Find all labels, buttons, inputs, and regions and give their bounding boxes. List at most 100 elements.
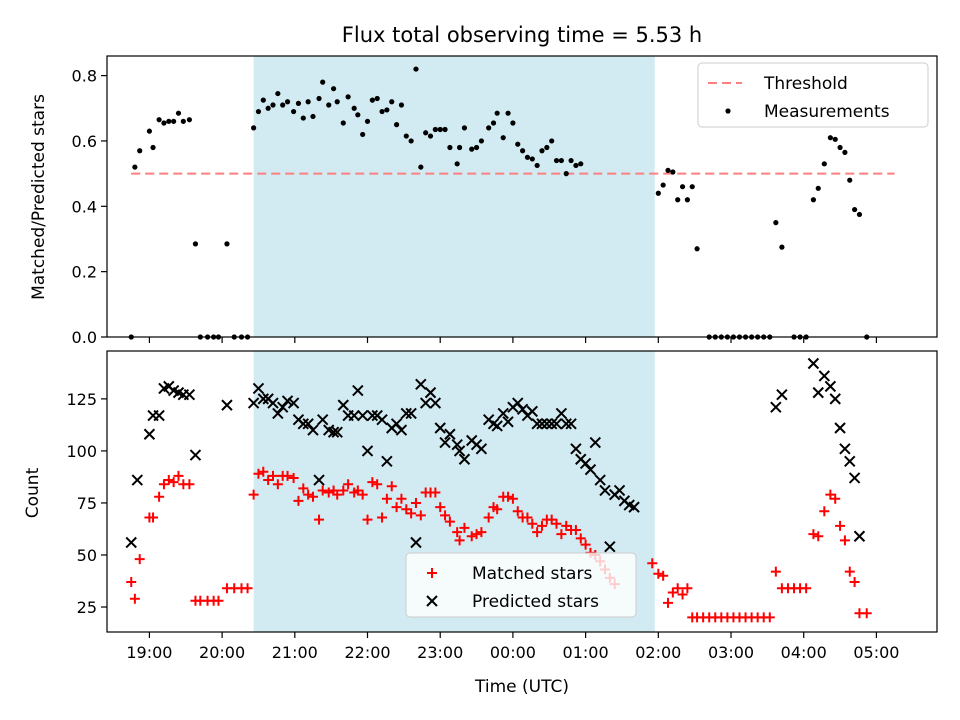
measurement-point [290, 108, 297, 115]
x-tick-label: 21:00 [272, 643, 318, 662]
predicted-stars-point [589, 436, 602, 449]
measurement-point [369, 97, 375, 103]
predicted-stars-point [475, 443, 488, 455]
measurement-point [494, 110, 500, 116]
predicted-stars-point [410, 536, 422, 549]
measurement-point [578, 161, 584, 167]
x-tick-label: 03:00 [708, 643, 754, 662]
predicted-stars-point [247, 397, 260, 409]
bottom-y-tick-label: 75 [77, 494, 97, 513]
predicted-stars-point [824, 380, 837, 393]
matched-stars-point [556, 529, 567, 540]
predicted-stars-point [281, 395, 294, 407]
measurement-point [270, 102, 276, 108]
measurement-point [454, 161, 460, 167]
predicted-stars-point [453, 445, 466, 457]
measurement-point [461, 125, 468, 131]
measurement-point [275, 90, 281, 97]
measurement-point [284, 99, 291, 105]
top-y-tick-label: 0.4 [72, 197, 97, 216]
matched-stars-point [459, 522, 470, 533]
measurement-point [316, 95, 322, 102]
predicted-stars-point [555, 407, 568, 420]
matched-stars-point [452, 527, 463, 538]
measurement-point [558, 157, 564, 164]
predicted-stars-point [853, 530, 866, 542]
matched-stars-point [532, 527, 543, 538]
matched-stars-point [770, 566, 781, 577]
measurement-point [432, 126, 438, 133]
measurement-point [529, 156, 535, 162]
measurement-point [665, 167, 671, 173]
legend-measurement-swatch [725, 108, 731, 114]
matched-stars-point [658, 570, 669, 581]
predicted-stars-point [541, 418, 553, 430]
measurement-point [553, 157, 560, 164]
predicted-stars-point [189, 449, 202, 461]
predicted-stars-point [770, 401, 782, 413]
bottom-series-1 [125, 357, 866, 553]
measurement-point [330, 86, 337, 92]
matched-stars-point [406, 508, 417, 519]
matched-stars-point [536, 520, 547, 531]
matched-stars-point [672, 583, 683, 594]
predicted-stars-point [424, 386, 437, 399]
measurement-point [334, 99, 340, 105]
matched-stars-point [282, 470, 293, 481]
matched-stars-point [570, 525, 581, 536]
predicted-stars-point [844, 455, 856, 468]
bottom-axes-frame [106, 350, 938, 633]
predicted-stars-point [429, 397, 442, 409]
measurement-point [842, 149, 848, 155]
measurement-point [423, 130, 429, 136]
predicted-stars-point [125, 536, 137, 549]
measurement-point [473, 144, 480, 151]
predicted-stars-point [313, 474, 325, 486]
measurement-point [684, 197, 690, 203]
measurement-point [679, 184, 686, 190]
top-panel: 0.0 0.2 0.4 0.6 0.8 Threshold Measurements [72, 55, 938, 347]
matched-stars-point [813, 531, 824, 542]
top-y-tick-label: 0.0 [72, 328, 97, 347]
matched-stars-point [466, 531, 477, 542]
matched-stars-point [396, 493, 407, 504]
top-y-tick-label: 0.6 [72, 132, 97, 151]
predicted-stars-point [604, 540, 616, 553]
matched-stars-point [134, 554, 145, 565]
top-y-tick-label: 0.2 [72, 263, 97, 282]
legend-predicted-swatch [426, 595, 438, 607]
measurement-point [156, 117, 162, 123]
measurement-point [340, 120, 346, 126]
matched-stars-point [507, 493, 518, 504]
matched-stars-point [362, 514, 373, 525]
predicted-stars-point [613, 484, 626, 497]
matched-stars-point [298, 483, 309, 494]
measurement-point [186, 117, 192, 123]
predicted-stars-point [221, 399, 233, 411]
matched-stars-point [512, 506, 523, 517]
predicted-stars-point [366, 409, 379, 422]
measurement-point [549, 138, 555, 144]
measurement-point [265, 105, 271, 111]
matched-stars-point [492, 504, 503, 515]
x-tick-label: 20:00 [199, 643, 245, 662]
matched-stars-point [293, 495, 304, 506]
x-tick-label: 02:00 [635, 643, 681, 662]
matched-stars-point [839, 535, 850, 546]
matched-stars-point [476, 527, 487, 538]
matched-stars-point [835, 520, 846, 531]
predicted-stars-point [352, 384, 364, 397]
matched-stars-point [663, 597, 674, 608]
measurement-point [563, 171, 569, 177]
predicted-stars-point [531, 418, 543, 430]
bottom-y-tick-label: 50 [77, 546, 97, 565]
measurement-point [442, 126, 448, 133]
bottom-legend [405, 552, 637, 618]
matched-stars-point [677, 589, 688, 600]
measurement-point [360, 131, 366, 138]
measurement-point [146, 128, 153, 134]
measurement-point [379, 108, 385, 115]
predicted-stars-point [376, 413, 388, 426]
measurement-point [660, 182, 666, 188]
